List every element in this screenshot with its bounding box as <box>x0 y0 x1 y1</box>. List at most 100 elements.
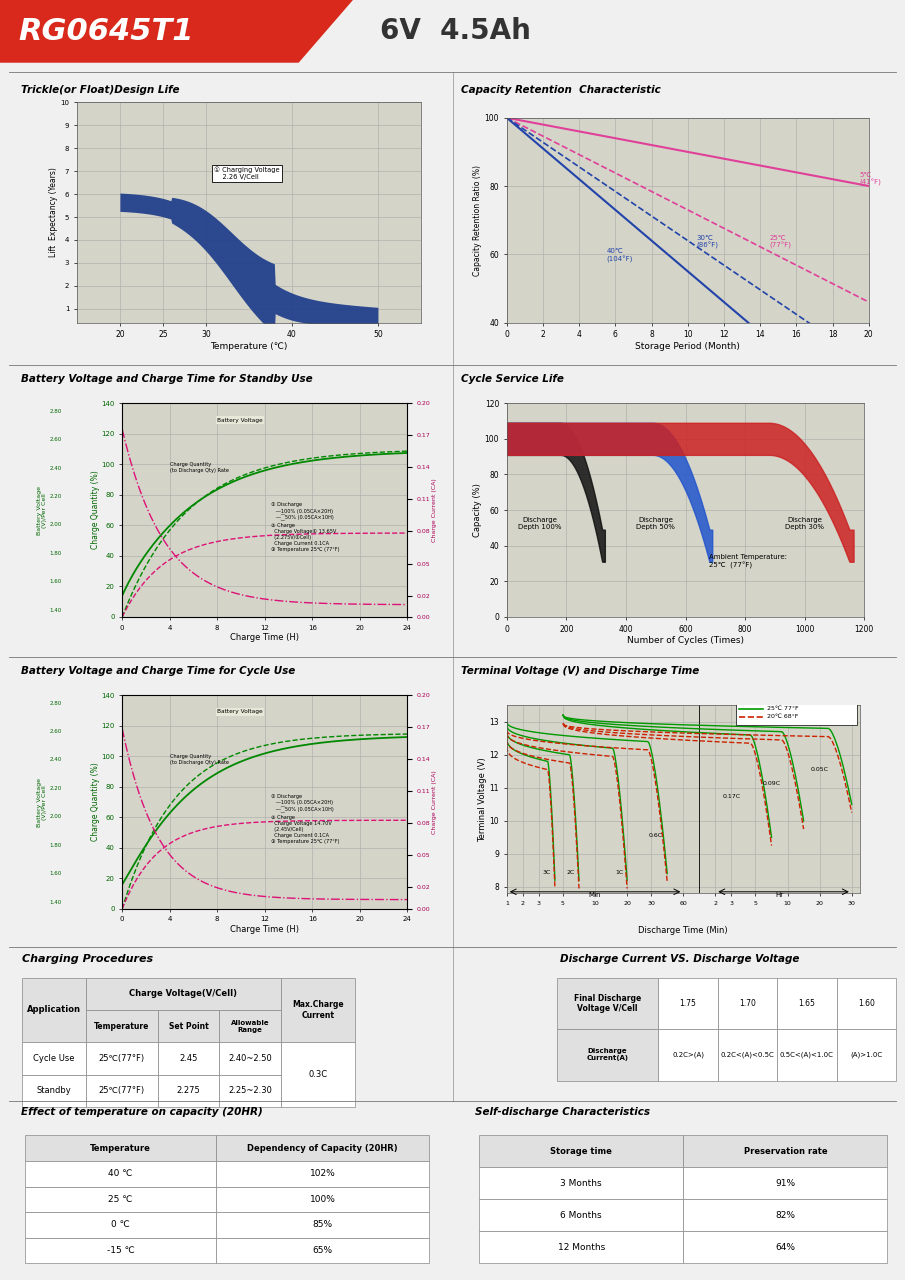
Text: 12 Months: 12 Months <box>557 1243 605 1252</box>
Text: Ambient Temperature:
25℃  (77°F): Ambient Temperature: 25℃ (77°F) <box>710 554 787 568</box>
Bar <box>683 1231 888 1263</box>
Text: Battery Voltage
(V)/Per Cell: Battery Voltage (V)/Per Cell <box>37 486 47 535</box>
Text: Charging Procedures: Charging Procedures <box>22 954 153 964</box>
Text: 25℃(77°F): 25℃(77°F) <box>99 1053 145 1062</box>
Polygon shape <box>0 0 353 63</box>
Bar <box>281 978 356 1042</box>
Text: Cycle Use: Cycle Use <box>33 1053 74 1062</box>
Bar <box>24 1161 216 1187</box>
Y-axis label: Capacity (%): Capacity (%) <box>473 483 481 538</box>
Text: 2.25~2.30: 2.25~2.30 <box>228 1087 272 1096</box>
Bar <box>683 1135 888 1167</box>
Text: Max.Charge
Current: Max.Charge Current <box>292 1000 344 1020</box>
Bar <box>24 1238 216 1263</box>
Text: 0.05C: 0.05C <box>811 767 829 772</box>
Text: 2.60: 2.60 <box>49 438 62 442</box>
Text: Set Point: Set Point <box>168 1021 208 1030</box>
Bar <box>22 1042 86 1075</box>
Text: Preservation rate: Preservation rate <box>744 1147 827 1156</box>
Text: 0.09C: 0.09C <box>762 781 781 786</box>
Text: 2.40: 2.40 <box>49 758 62 763</box>
Text: Storage time: Storage time <box>550 1147 612 1156</box>
Text: 0.6C: 0.6C <box>649 833 663 838</box>
Bar <box>777 1029 836 1080</box>
Bar <box>24 1187 216 1212</box>
Text: 1.65: 1.65 <box>798 998 815 1007</box>
Bar <box>658 1029 718 1080</box>
Y-axis label: Capacity Retention Ratio (%): Capacity Retention Ratio (%) <box>473 165 481 275</box>
Text: Battery Voltage
(V)/Per Cell: Battery Voltage (V)/Per Cell <box>37 778 47 827</box>
Text: 6 Months: 6 Months <box>560 1211 602 1220</box>
Bar <box>479 1199 683 1231</box>
Text: 25℃
(77°F): 25℃ (77°F) <box>769 234 791 250</box>
Text: (A)>1.0C: (A)>1.0C <box>850 1052 882 1059</box>
Text: 0.2C<(A)<0.5C: 0.2C<(A)<0.5C <box>720 1052 775 1059</box>
Text: 25℃ 77°F: 25℃ 77°F <box>767 707 798 712</box>
Text: 40 ℃: 40 ℃ <box>109 1169 133 1179</box>
Bar <box>557 1029 658 1080</box>
X-axis label: Temperature (℃): Temperature (℃) <box>210 342 288 351</box>
Text: 2.00: 2.00 <box>49 814 62 819</box>
Bar <box>219 1010 281 1042</box>
Text: 1.60: 1.60 <box>858 998 875 1007</box>
Text: 1.60: 1.60 <box>49 872 62 876</box>
Text: Temperature: Temperature <box>94 1021 149 1030</box>
Text: 25℃ 77°F: 25℃ 77°F <box>767 707 798 712</box>
Text: Charge Voltage(V/Cell): Charge Voltage(V/Cell) <box>129 989 237 998</box>
Text: 2.80: 2.80 <box>49 408 62 413</box>
X-axis label: Charge Time (H): Charge Time (H) <box>230 634 300 643</box>
Bar <box>216 1212 429 1238</box>
Text: 91%: 91% <box>776 1179 795 1188</box>
Text: Final Discharge
Voltage V/Cell: Final Discharge Voltage V/Cell <box>574 993 641 1012</box>
Text: 1.75: 1.75 <box>680 998 697 1007</box>
Text: 3 Months: 3 Months <box>560 1179 602 1188</box>
Bar <box>658 978 718 1029</box>
Text: Application: Application <box>26 1005 81 1015</box>
Bar <box>683 1167 888 1199</box>
Text: 20℃ 68°F: 20℃ 68°F <box>767 714 798 719</box>
Text: Capacity Retention  Characteristic: Capacity Retention Characteristic <box>462 84 661 95</box>
Text: 2.40~2.50: 2.40~2.50 <box>228 1053 272 1062</box>
Text: 0.2C>(A): 0.2C>(A) <box>672 1052 704 1059</box>
Text: Battery Voltage: Battery Voltage <box>217 417 263 422</box>
Text: ① Discharge
   ―100% (0.05CA×20H)
   ―⁐50% (0.05CA×10H)
② Charge
  Charge Voltag: ① Discharge ―100% (0.05CA×20H) ―⁐50% (0.… <box>271 795 339 845</box>
Text: 3C: 3C <box>543 869 551 874</box>
Text: 2.40: 2.40 <box>49 466 62 471</box>
Bar <box>219 1075 281 1107</box>
Text: 1.40: 1.40 <box>49 608 62 613</box>
Bar <box>216 1135 429 1161</box>
X-axis label: Charge Time (H): Charge Time (H) <box>230 925 300 934</box>
Text: 2.20: 2.20 <box>49 786 62 791</box>
X-axis label: Number of Cycles (Times): Number of Cycles (Times) <box>627 636 744 645</box>
Text: ① Charging Voltage
    2.26 V/Cell: ① Charging Voltage 2.26 V/Cell <box>214 166 281 180</box>
Text: 2.00: 2.00 <box>49 522 62 527</box>
Bar <box>683 1199 888 1231</box>
Bar <box>86 1010 157 1042</box>
Text: 2.20: 2.20 <box>49 494 62 499</box>
Bar <box>281 1042 356 1107</box>
Y-axis label: Charge Current (CA): Charge Current (CA) <box>432 479 437 541</box>
Text: Terminal Voltage (V) and Discharge Time: Terminal Voltage (V) and Discharge Time <box>462 666 700 676</box>
Bar <box>216 1238 429 1263</box>
Bar <box>24 1212 216 1238</box>
Text: Dependency of Capacity (20HR): Dependency of Capacity (20HR) <box>247 1143 398 1153</box>
Text: 85%: 85% <box>312 1220 333 1230</box>
Bar <box>718 1029 777 1080</box>
Text: Discharge
Depth 50%: Discharge Depth 50% <box>636 517 675 530</box>
Text: 40℃
(104°F): 40℃ (104°F) <box>606 248 633 262</box>
Y-axis label: Charge Quantity (%): Charge Quantity (%) <box>90 471 100 549</box>
Bar <box>479 1231 683 1263</box>
Text: 0.5C<(A)<1.0C: 0.5C<(A)<1.0C <box>780 1052 834 1059</box>
Bar <box>777 978 836 1029</box>
Text: Battery Voltage and Charge Time for Cycle Use: Battery Voltage and Charge Time for Cycl… <box>21 666 295 676</box>
Text: 25 ℃: 25 ℃ <box>109 1194 133 1204</box>
Text: 2.45: 2.45 <box>179 1053 197 1062</box>
Text: 100%: 100% <box>310 1194 336 1204</box>
Text: Self-discharge Characteristics: Self-discharge Characteristics <box>475 1106 650 1116</box>
Text: Charge Quantity
(to Discharge Qty) Rate: Charge Quantity (to Discharge Qty) Rate <box>170 462 229 472</box>
Bar <box>86 1075 157 1107</box>
Y-axis label: Terminal Voltage (V): Terminal Voltage (V) <box>478 756 487 842</box>
Text: Temperature: Temperature <box>90 1143 151 1153</box>
Text: 1.80: 1.80 <box>49 842 62 847</box>
Text: 82%: 82% <box>776 1211 795 1220</box>
